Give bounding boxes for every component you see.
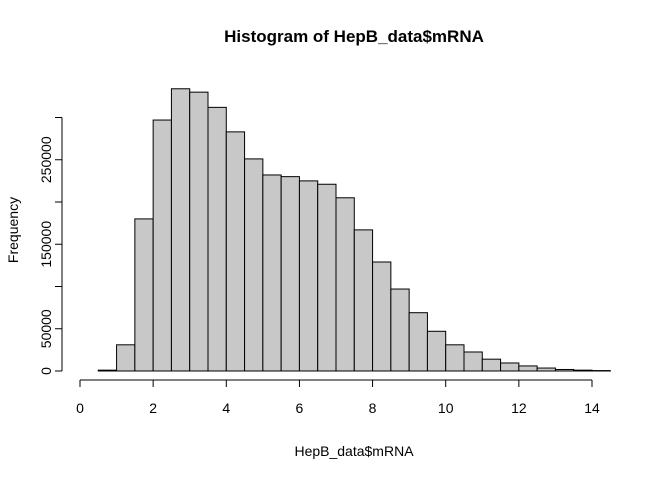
bar <box>426 330 447 372</box>
bar <box>244 158 264 372</box>
bar <box>170 88 191 372</box>
bar <box>97 369 118 372</box>
x-axis-label: HepB_data$mRNA <box>294 443 414 459</box>
x-tick-label: 10 <box>438 400 454 416</box>
bar <box>262 174 282 372</box>
bar <box>500 362 520 372</box>
bar <box>481 358 502 372</box>
y-tick-label: 50000 <box>38 309 54 348</box>
bar <box>573 369 593 372</box>
bar <box>372 261 392 372</box>
y-tick-label: 0 <box>38 367 54 375</box>
bar <box>152 119 172 372</box>
y-axis-label: Frequency <box>5 197 21 263</box>
y-tick-label: 150000 <box>38 221 54 268</box>
bar <box>298 180 319 372</box>
bar <box>445 344 465 372</box>
bar <box>317 183 337 372</box>
bar <box>134 218 154 372</box>
bar <box>353 229 374 372</box>
x-tick-label: 0 <box>76 400 84 416</box>
bar <box>390 288 410 372</box>
bar <box>207 106 227 372</box>
x-tick-label: 2 <box>149 400 157 416</box>
bar <box>536 367 556 372</box>
bar <box>554 368 575 372</box>
x-tick-label: 14 <box>584 400 600 416</box>
bar <box>225 131 246 372</box>
bar <box>335 197 355 372</box>
chart-title: Histogram of HepB_data$mRNA <box>224 27 484 46</box>
bar <box>189 91 209 372</box>
bar <box>518 365 538 372</box>
x-tick-label: 4 <box>222 400 230 416</box>
bar <box>408 312 428 372</box>
x-tick-label: 6 <box>296 400 304 416</box>
bar <box>116 344 136 372</box>
bar <box>463 351 483 372</box>
y-tick-label: 250000 <box>38 136 54 183</box>
bar <box>280 176 300 372</box>
x-tick-label: 8 <box>369 400 377 416</box>
x-tick-label: 12 <box>511 400 527 416</box>
